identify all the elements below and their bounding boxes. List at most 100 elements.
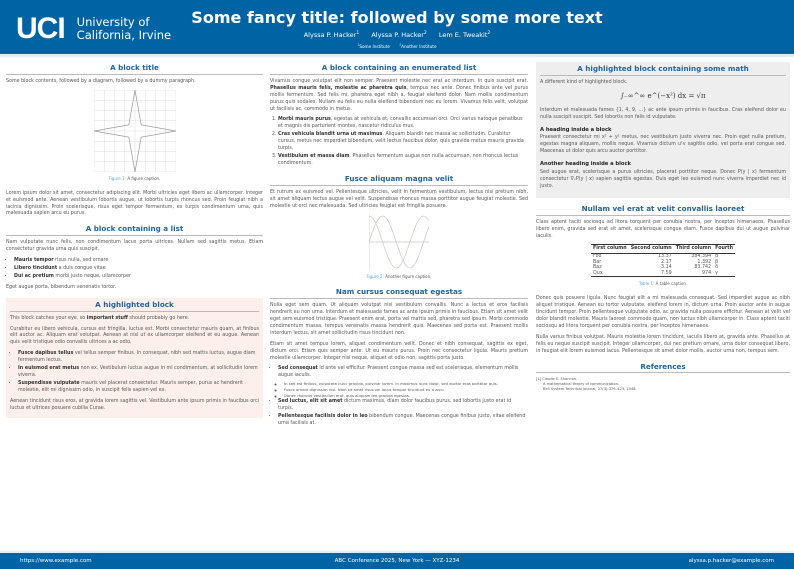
table-cell: δ bbox=[715, 265, 719, 271]
poster-header: UCI University of California, Irvine Som… bbox=[0, 0, 794, 54]
block-text: Interdum et malesuada fames {1, 4, 9, …}… bbox=[540, 107, 786, 120]
table-cell: Qux bbox=[593, 270, 603, 276]
block-heading: A heading inside a block bbox=[540, 126, 612, 133]
list-item: Libero tincidunt a duis congue vitae bbox=[14, 266, 263, 273]
block-title: Fusce aliquam magna velit bbox=[270, 175, 528, 186]
logo-text: University of California, Irvine bbox=[77, 16, 171, 42]
list-item: In sed est finibus, vulputate nunc gravi… bbox=[284, 381, 528, 386]
logo-mark: UCI bbox=[16, 12, 66, 45]
block-text: Nulla eget sem quam. Ut aliquam volutpat… bbox=[270, 303, 528, 336]
table-cell: 1,392 bbox=[697, 259, 712, 265]
list-item: Cras vehicula blandit urna ut maximus. A… bbox=[278, 132, 528, 153]
block-title: A block containing an enumerated list bbox=[270, 64, 528, 75]
table-caption: Table 1: A table caption. bbox=[638, 281, 688, 287]
table-row: Bar 2.17 1,392 β bbox=[591, 260, 735, 266]
institutes: 1Some Institute 2Another Institute bbox=[200, 42, 594, 50]
table-cell: 2.17 bbox=[661, 259, 672, 265]
block-title: A highlighted block bbox=[10, 301, 259, 312]
cosine-curve bbox=[369, 216, 429, 269]
block-title: Nam cursus consequat egestas bbox=[270, 288, 528, 300]
list-item: Sed luctus, elit sit amet dictum maximus… bbox=[278, 399, 528, 413]
figure-caption: Figure 2: Another figure caption. bbox=[366, 274, 432, 280]
footer-divider bbox=[0, 551, 794, 553]
enumerated-list: Morbi mauris purus, egestas at vehicula … bbox=[278, 117, 528, 167]
poster-title: Some fancy title: followed by some more … bbox=[191, 8, 603, 27]
star-shape bbox=[93, 89, 176, 172]
block-title: Nullam vel erat at velit convallis laore… bbox=[536, 205, 790, 216]
list-item: Fusce ornare dignissim nisi. Nam sit ame… bbox=[284, 387, 528, 392]
block-title: A highlighted block containing some math bbox=[540, 65, 786, 76]
bullet-list: Mauris tempor risus nulla, sed ornare Li… bbox=[14, 258, 263, 281]
list-item: Morbi mauris purus, egestas at vehicula … bbox=[278, 117, 528, 131]
list-item: In euismod erat metus non ex. Vestibulum… bbox=[18, 366, 259, 380]
list-item: Pellentesque facilisis dolor in leo bibe… bbox=[278, 414, 528, 428]
list-item: Donec rhoncus vestibulum erat, quis aliq… bbox=[284, 393, 528, 398]
reference-item: [1] Claude E. Shannon. A mathematical th… bbox=[536, 377, 637, 391]
block-title: References bbox=[536, 362, 790, 374]
list-item: Mauris tempor risus nulla, sed ornare bbox=[14, 258, 263, 265]
column-3: A highlighted block containing some math… bbox=[536, 62, 790, 391]
footer-email-link[interactable]: alyssa.p.hacker@example.com bbox=[688, 558, 774, 564]
authors: Alyssa P. Hacker1 Alyssa P. Hacker2 Lem … bbox=[200, 29, 594, 40]
block-text: Class aptent taciti sociosqu ad litora t… bbox=[536, 219, 790, 239]
block-text: Vivamus congue volutpat elit non semper.… bbox=[270, 78, 528, 112]
figure-grid bbox=[93, 89, 176, 172]
table-cell: β bbox=[715, 259, 719, 265]
table-cell: Baz bbox=[593, 265, 602, 271]
table-row: Foo 13.37 384,394 α bbox=[591, 254, 735, 260]
table-cell: 7.59 bbox=[661, 270, 672, 276]
table-cell: 384,394 bbox=[691, 254, 712, 259]
equation: ∫₋∞^∞ e^(−x²) dx = √π bbox=[620, 91, 706, 100]
block-text: Sed augue erat, scelerisque a purus ultr… bbox=[540, 170, 786, 189]
institute: 1Some Institute bbox=[357, 43, 390, 50]
block-text: This block catches your eye, so importan… bbox=[10, 315, 190, 321]
block-text: Etiam sit amet tempus lorem, aliquet con… bbox=[270, 341, 528, 361]
table-cell: 974 bbox=[701, 270, 712, 276]
block-text: Et rutrum ex euismod vel. Pellentesque u… bbox=[270, 189, 528, 209]
block-text: Lorem ipsum dolor sit amet, consectetur … bbox=[6, 190, 263, 217]
block-heading: Another heading inside a block bbox=[540, 161, 632, 168]
table-cell: 3.14 bbox=[661, 265, 672, 271]
uci-logo: UCI University of California, Irvine bbox=[16, 12, 171, 46]
figure-2-sine-plot bbox=[369, 214, 429, 271]
column-header: Third column bbox=[673, 244, 714, 254]
footer-url-link[interactable]: https://www.example.com bbox=[20, 558, 92, 564]
table-header-row: First column Second column Third column … bbox=[591, 244, 735, 254]
footer-conference: ABC Conference 2025, New York — XYZ-1234 bbox=[334, 558, 460, 564]
poster-footer: https://www.example.com ABC Conference 2… bbox=[0, 553, 794, 569]
block-text: Aenean tincidunt risus eros, at gravida … bbox=[10, 398, 259, 411]
bullet-list: Fusce dapibus tellus vel tellus semper f… bbox=[18, 351, 259, 394]
institute: 2Another Institute bbox=[399, 43, 437, 50]
list-item: Suspendisse vulputate mauris vel placera… bbox=[18, 381, 259, 395]
author: Alyssa P. Hacker1 bbox=[303, 31, 360, 40]
table-cell: α bbox=[715, 254, 719, 259]
block-title: A block title bbox=[6, 64, 263, 75]
header-divider bbox=[0, 54, 794, 57]
block-text: Eget augue porta, bibendum venenatis tor… bbox=[6, 284, 117, 290]
column-1: A block title Some block contents, follo… bbox=[6, 62, 263, 419]
table-cell: Foo bbox=[593, 254, 602, 259]
figure-caption: Figure 1: A figure caption. bbox=[108, 175, 161, 181]
list-item: Sed consequat id ante vel efficitur. Pra… bbox=[278, 366, 528, 398]
column-header: First column bbox=[591, 244, 629, 254]
list-item: Vestibulum et massa diam. Phasellus ferm… bbox=[278, 154, 528, 168]
data-table: First column Second column Third column … bbox=[591, 244, 735, 278]
block-title: A block containing a list bbox=[6, 225, 263, 237]
figure-1-star-diagram bbox=[93, 89, 176, 172]
sine-curve bbox=[369, 216, 429, 269]
logo-line2: California, Irvine bbox=[76, 28, 172, 42]
table-row: Baz 3.14 83,742 δ bbox=[591, 265, 735, 271]
block-text: Donec quis posuere ligula. Nunc feugiat … bbox=[536, 296, 790, 329]
list-item: Dui ac pretium morbi justo neque, ullamc… bbox=[14, 274, 263, 281]
table-cell: Bar bbox=[593, 259, 602, 265]
column-2: A block containing an enumerated list Vi… bbox=[270, 62, 528, 432]
block-text: Nulla varius finibus volutpat. Mauris mo… bbox=[536, 334, 790, 354]
block-text: Some block contents, followed by a diagr… bbox=[6, 78, 196, 84]
math-block: A highlighted block containing some math… bbox=[536, 62, 790, 198]
table-cell: 13.37 bbox=[657, 254, 672, 259]
author: Lem E. Tweakit2 bbox=[438, 31, 491, 40]
author: Alyssa P. Hacker2 bbox=[371, 31, 427, 40]
block-text: Nam vulputate nunc felis, non condimentu… bbox=[6, 240, 263, 253]
nested-list: In sed est finibus, vulputate nunc gravi… bbox=[284, 381, 528, 398]
list-item: Fusce dapibus tellus vel tellus semper f… bbox=[18, 351, 259, 365]
